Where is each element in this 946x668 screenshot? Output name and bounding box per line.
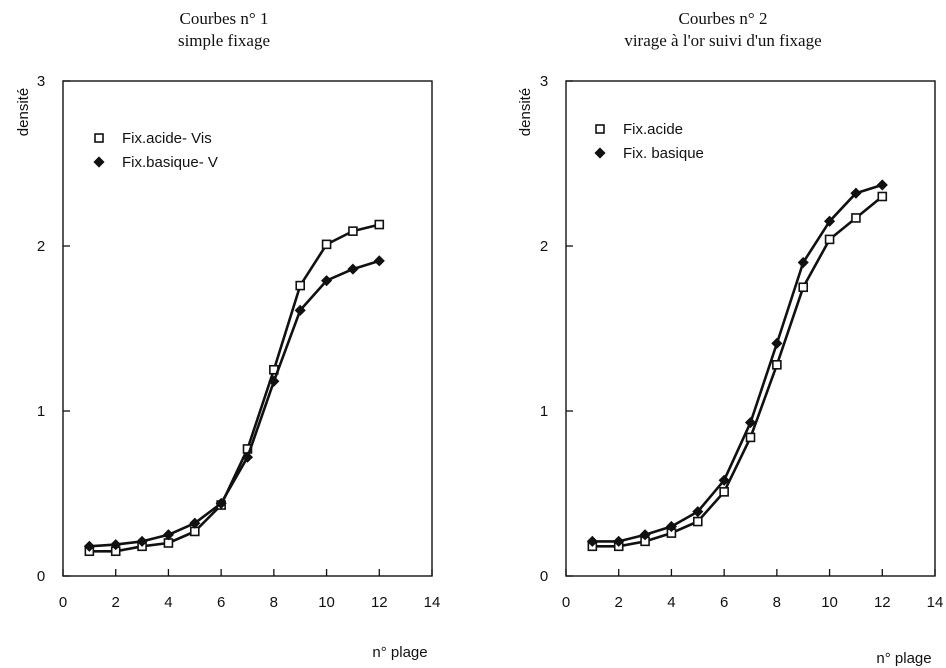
x-tick-label: 6	[217, 594, 225, 611]
data-point	[876, 179, 888, 191]
data-point	[798, 282, 809, 293]
y-tick-label: 2	[540, 238, 548, 255]
data-point	[136, 535, 148, 547]
data-point	[586, 535, 598, 547]
data-point	[851, 213, 861, 223]
x-tick-label: 4	[164, 594, 172, 611]
data-point	[797, 256, 809, 269]
data-point	[745, 432, 756, 443]
data-point	[241, 451, 254, 463]
data-point	[83, 540, 95, 552]
legend-marker	[93, 156, 105, 168]
series-line	[591, 195, 884, 548]
y-tick-label: 0	[540, 568, 548, 585]
x-tick-label: 14	[927, 594, 944, 611]
data-point	[692, 506, 704, 518]
y-tick-label: 2	[37, 238, 45, 255]
x-tick-label: 10	[821, 594, 838, 611]
data-point	[639, 529, 651, 541]
data-point	[215, 497, 227, 509]
series-line	[591, 183, 884, 543]
y-tick-label: 1	[37, 403, 45, 420]
series-1	[587, 191, 888, 552]
data-point	[373, 255, 385, 267]
legend-marker	[594, 147, 606, 159]
data-point	[294, 304, 306, 316]
legend-entry: Fix.basique- V	[122, 154, 218, 171]
data-point	[824, 234, 835, 245]
series-1	[84, 219, 385, 557]
legend-entry: Fix. basique	[623, 145, 704, 162]
data-point	[665, 520, 677, 533]
x-axis-label: n° plage	[876, 650, 931, 667]
x-tick-label: 14	[424, 594, 441, 611]
x-tick-label: 0	[59, 594, 67, 611]
chart-subtitle: simple fixage	[178, 31, 270, 50]
series-2	[83, 255, 385, 552]
legend-entry: Fix.acide- Vis	[122, 130, 212, 147]
chart-subtitle: virage à l'or suivi d'un fixage	[624, 31, 821, 50]
data-point	[374, 219, 385, 230]
x-axis-label: n° plage	[372, 644, 427, 661]
data-point	[189, 517, 201, 529]
legend-marker	[595, 124, 605, 134]
data-point	[771, 337, 783, 349]
legend-marker	[94, 133, 104, 143]
plot-frame	[62, 80, 433, 577]
legend: Fix.acide- Vis Fix.basique- V	[93, 130, 218, 171]
x-tick-label: 12	[371, 594, 388, 611]
data-point	[268, 375, 280, 387]
chart-panel-2: Courbes n° 2 virage à l'or suivi d'un fix…	[517, 9, 943, 667]
data-point	[744, 416, 757, 429]
data-point	[692, 516, 703, 527]
x-tick-label: 6	[720, 594, 728, 611]
x-tick-label: 2	[112, 594, 120, 611]
y-tick-label: 0	[37, 568, 45, 585]
x-tick-label: 8	[773, 594, 781, 611]
x-tick-label: 4	[667, 594, 675, 611]
chart-title: Courbes n° 2	[679, 9, 768, 28]
data-point	[718, 474, 730, 486]
data-point	[772, 359, 782, 370]
y-axis-label: densité	[15, 88, 32, 136]
legend: Fix.acide Fix. basique	[594, 121, 704, 162]
y-tick-label: 3	[37, 73, 45, 90]
data-point	[850, 187, 862, 199]
data-point	[719, 487, 729, 497]
series-2	[586, 179, 888, 547]
y-axis-label: densité	[517, 88, 534, 136]
data-point	[824, 215, 836, 227]
series-line	[88, 259, 381, 548]
y-tick-label: 3	[540, 73, 548, 90]
data-point	[877, 191, 888, 202]
chart-panel-1: Courbes n° 1 simple fixage densité n° plage…	[15, 9, 440, 661]
series-line	[88, 223, 381, 553]
x-tick-label: 12	[874, 594, 891, 611]
data-point	[613, 535, 625, 547]
x-tick-label: 10	[318, 594, 335, 611]
plot-frame	[565, 80, 936, 577]
chart-title: Courbes n° 1	[180, 9, 269, 28]
data-point	[321, 275, 333, 287]
x-tick-label: 0	[562, 594, 570, 611]
data-point	[347, 263, 359, 275]
x-tick-label: 8	[270, 594, 278, 611]
x-tick-label: 2	[615, 594, 623, 611]
data-point	[348, 226, 358, 236]
data-point	[162, 529, 174, 541]
data-point	[110, 539, 122, 551]
y-tick-label: 1	[540, 403, 548, 420]
legend-entry: Fix.acide	[623, 121, 683, 138]
data-point	[295, 280, 306, 291]
data-point	[321, 239, 332, 250]
